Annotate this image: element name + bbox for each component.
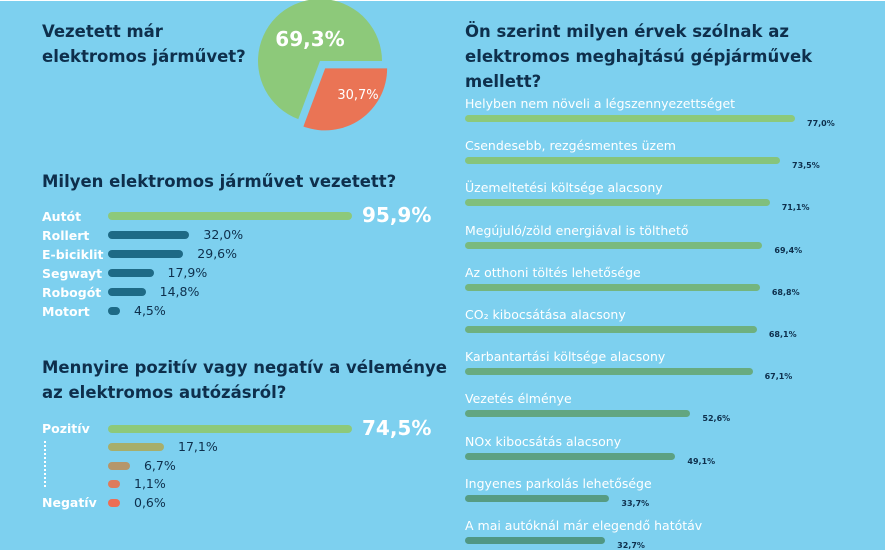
argument-bar (465, 368, 753, 376)
argument-value: 32,7% (617, 541, 645, 550)
argument-label: A mai autóknál már elegendő hatótáv (465, 518, 703, 533)
argument-value: 73,5% (792, 161, 820, 171)
bar-value-label: 6,7% (143, 458, 176, 473)
argument-bar (465, 326, 757, 333)
bar-category-label: Autót (42, 209, 82, 224)
argument-bar (465, 283, 760, 291)
argument-label: Vezetés élménye (465, 391, 572, 407)
bar-value-label: 4,5% (134, 303, 166, 318)
bar-category-label: E-biciklit (42, 247, 104, 262)
argument-label: Ingyenes parkolás lehetősége (465, 475, 652, 491)
argument-value: 52,6% (702, 414, 731, 424)
bar-category-label: Segwayt (42, 266, 103, 281)
argument-label: Csendesebb, rezgésmentes üzem (465, 138, 676, 154)
q1-title-line2: elektromos járművet? (42, 47, 246, 66)
bar (108, 212, 352, 220)
argument-bar (465, 199, 770, 207)
bar-value-label: 32,0% (203, 227, 244, 242)
bar-value-label: 95,9% (362, 203, 432, 227)
bar (108, 443, 164, 451)
argument-bar (465, 494, 610, 502)
pie-slice-1 (303, 68, 388, 131)
bar-value-label: 0,6% (134, 495, 166, 510)
argument-label: CO₂ kibocsátása alacsony (465, 307, 626, 322)
bar-value-label: 29,6% (197, 246, 238, 261)
bar (108, 462, 130, 470)
pie-label-1: 30,7% (337, 88, 378, 103)
bar-value-label: 74,5% (362, 416, 432, 440)
bar-value-label: 17,1% (178, 439, 218, 454)
bar (108, 250, 184, 258)
bar-category-label: Rollert (42, 228, 90, 243)
bar (108, 425, 352, 433)
argument-label: NOx kibocsátás alacsony (465, 433, 622, 449)
q1-title-line1: Vezetett már (42, 22, 163, 41)
bar (108, 499, 120, 507)
argument-label: Üzemeltetési költsége alacsony (465, 180, 663, 196)
pie-label-0: 69,3% (275, 27, 344, 51)
negative-label: Negatív (42, 495, 97, 510)
argument-bar (465, 537, 606, 544)
bar-category-label: Motort (42, 304, 90, 319)
q4-title: Ön szerint milyen érvek szólnak az elektr… (465, 19, 885, 94)
argument-value: 67,1% (764, 372, 793, 382)
bar-category-label: Robogót (42, 285, 102, 300)
q3-title-line2: az elektromos autózásról? (42, 383, 287, 402)
bar (108, 480, 120, 488)
argument-label: Karbantartási költsége alacsony (465, 349, 666, 365)
argument-value: 68,1% (768, 330, 797, 339)
q4-title-line1: Ön szerint milyen érvek szólnak az (465, 22, 789, 41)
q1-title: Vezetett már elektromos járművet? (42, 19, 246, 69)
q3-title-line1: Mennyire pozitív vagy negatív a vélemény… (42, 358, 447, 377)
argument-value: 71,1% (781, 203, 810, 213)
argument-value: 69,4% (774, 245, 803, 255)
positive-label: Pozitív (42, 421, 90, 436)
argument-bar (465, 452, 676, 460)
argument-value: 33,7% (621, 498, 650, 508)
argument-bar (465, 241, 763, 249)
bar-value-label: 17,9% (167, 265, 208, 280)
argument-value: 77,0% (807, 119, 835, 128)
bar (108, 231, 190, 239)
argument-value: 68,8% (771, 287, 800, 297)
argument-bar (465, 157, 780, 165)
q4-title-line2: elektromos meghajtású gépjárművek mellet… (465, 47, 813, 91)
q3-title: Mennyire pozitív vagy negatív a vélemény… (42, 355, 447, 405)
argument-label: Az otthoni töltés lehetősége (465, 264, 641, 280)
argument-bar (465, 410, 691, 418)
bar-value-label: 1,1% (134, 476, 166, 491)
pie-chart: 69,3% 30,7% (258, 0, 388, 131)
argument-label: Helyben nem növeli a légszennyezettséget (465, 96, 736, 111)
argument-value: 49,1% (687, 456, 716, 466)
bar (108, 307, 120, 315)
bar (108, 288, 146, 296)
argument-bar (465, 115, 795, 122)
q2-title: Milyen elektromos járművet vezetett? (42, 172, 397, 191)
bar-value-label: 14,8% (159, 284, 200, 299)
pie-slice-0 (258, 0, 382, 120)
argument-label: Megújuló/zöld energiával is tölthető (465, 222, 689, 238)
bar (108, 269, 154, 277)
scale-dotted-line (44, 441, 46, 487)
